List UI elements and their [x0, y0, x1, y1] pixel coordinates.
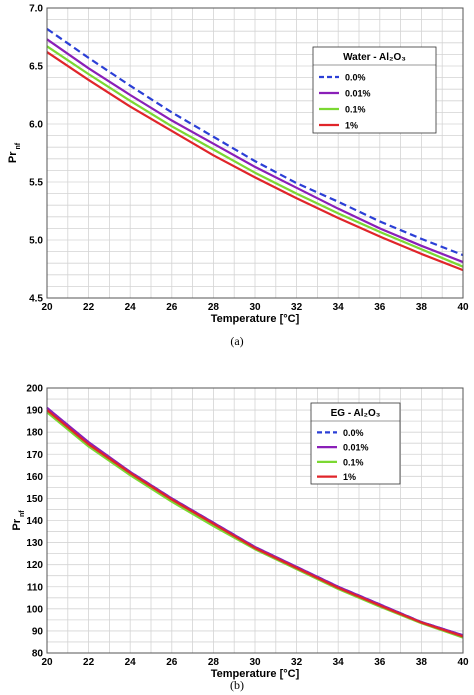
x-tick-label: 30: [249, 302, 261, 313]
y-tick-label: 130: [26, 538, 43, 549]
legend-label: 1%: [345, 121, 358, 131]
legend-title: EG - Al₂O₃: [331, 408, 381, 419]
x-tick-label: 26: [166, 657, 178, 668]
y-tick-label: 5.0: [29, 236, 43, 247]
y-tick-label: 140: [26, 516, 43, 527]
legend-label: 1%: [343, 472, 356, 482]
series-line-0.01pct: [46, 38, 464, 264]
x-tick-label: 22: [83, 657, 95, 668]
legend-label: 0.1%: [345, 105, 366, 115]
y-tick-label: 110: [27, 582, 44, 593]
y-tick-label: 170: [26, 450, 43, 461]
x-axis-label: Temperature [°C]: [211, 313, 300, 325]
x-tick-label: 34: [333, 302, 345, 313]
legend-label: 0.01%: [343, 443, 369, 453]
y-tick-label: 120: [26, 560, 43, 571]
series-line-1pct: [46, 51, 464, 272]
legend-box: [312, 46, 437, 134]
legend: Water - Al₂O₃ 0.0% 0.01% 0.1% 1%: [312, 46, 437, 134]
y-axis-label: Prnf: [11, 510, 26, 531]
y-tick-label: 5.5: [29, 178, 43, 189]
x-tick-label: 38: [416, 657, 428, 668]
x-tick-label: 32: [291, 302, 303, 313]
x-tick-label: 24: [125, 302, 137, 313]
plot-frame: [46, 7, 464, 299]
x-tick-label: 40: [457, 657, 469, 668]
y-tick-label: 6.5: [29, 62, 43, 73]
x-tick-label: 28: [208, 302, 220, 313]
chart-panel-b: 20 22 24 26 28 30 32 34 36 38 40 80 90 100 110 120 130 14…: [11, 384, 469, 693]
panel-label: (a): [230, 334, 243, 348]
y-tick-label: 4.5: [29, 294, 43, 305]
y-tick-label: 190: [26, 406, 43, 417]
x-tick-label: 20: [41, 302, 53, 313]
x-tick-label: 28: [208, 657, 220, 668]
x-tick-label: 36: [374, 302, 386, 313]
x-tick-label: 40: [457, 302, 469, 313]
chart-panel-a: 20 22 24 26 28 30 32 34 36 38 40 4.5 5.0 5.5 6.0 6.5 7.0…: [7, 4, 469, 349]
y-tick-label: 100: [26, 604, 43, 615]
plot-frame: [46, 387, 464, 654]
x-tick-label: 26: [166, 302, 178, 313]
series-line-0.1pct: [46, 45, 464, 268]
legend-title: Water - Al₂O₃: [343, 52, 406, 63]
y-tick-label: 90: [32, 626, 44, 637]
legend: EG - Al₂O₃ 0.0% 0.01% 0.1% 1%: [310, 402, 401, 485]
x-axis-label: Temperature [°C]: [211, 668, 300, 680]
legend-label: 0.1%: [343, 457, 364, 467]
y-tick-label: 7.0: [29, 4, 43, 15]
y-tick-label: 80: [32, 649, 44, 660]
x-tick-label: 20: [41, 657, 53, 668]
legend-box: [310, 402, 401, 485]
x-tick-label: 30: [249, 657, 261, 668]
x-tick-label: 32: [291, 657, 303, 668]
legend-label: 0.0%: [345, 73, 366, 83]
x-tick-label: 36: [374, 657, 386, 668]
y-tick-label: 6.0: [29, 120, 43, 131]
y-tick-label: 150: [26, 494, 43, 505]
y-tick-label: 160: [26, 472, 43, 483]
legend-label: 0.01%: [345, 89, 371, 99]
x-tick-label: 38: [416, 302, 428, 313]
series-line-0.0pct: [46, 27, 464, 257]
panel-label: (b): [230, 678, 244, 692]
x-tick-label: 34: [333, 657, 345, 668]
y-tick-label: 180: [26, 428, 43, 439]
y-axis-label: Prnf: [7, 142, 22, 163]
x-tick-label: 24: [125, 657, 137, 668]
series-line-1pct: [46, 409, 464, 638]
y-tick-label: 200: [26, 384, 43, 395]
x-tick-label: 22: [83, 302, 95, 313]
legend-label: 0.0%: [343, 428, 364, 438]
